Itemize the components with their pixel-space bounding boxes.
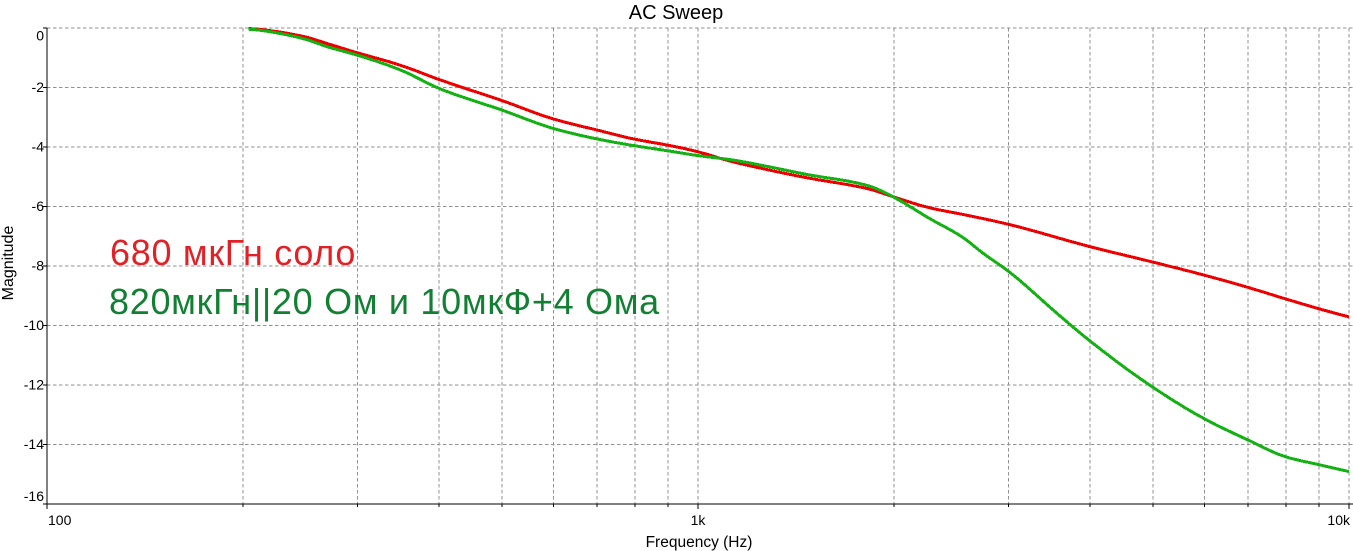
svg-text:-12: -12	[24, 377, 44, 393]
svg-text:680 мкГн соло: 680 мкГн соло	[110, 232, 356, 273]
svg-text:100: 100	[48, 512, 72, 528]
svg-text:-6: -6	[32, 198, 45, 214]
svg-text:1k: 1k	[691, 512, 707, 528]
svg-text:-2: -2	[32, 79, 45, 95]
svg-text:-16: -16	[24, 488, 44, 504]
svg-text:Magnitude: Magnitude	[0, 226, 17, 301]
svg-text:-10: -10	[24, 317, 44, 333]
svg-text:AC Sweep: AC Sweep	[629, 2, 724, 24]
svg-text:10k: 10k	[1327, 512, 1351, 528]
svg-text:Frequency (Hz): Frequency (Hz)	[646, 534, 753, 551]
svg-text:-4: -4	[32, 139, 45, 155]
svg-text:820мкГн||20 Ом и 10мкФ+4 Ома: 820мкГн||20 Ом и 10мкФ+4 Ома	[109, 281, 660, 322]
svg-text:-14: -14	[24, 436, 44, 452]
svg-text:0: 0	[36, 28, 44, 44]
svg-text:-8: -8	[32, 258, 45, 274]
